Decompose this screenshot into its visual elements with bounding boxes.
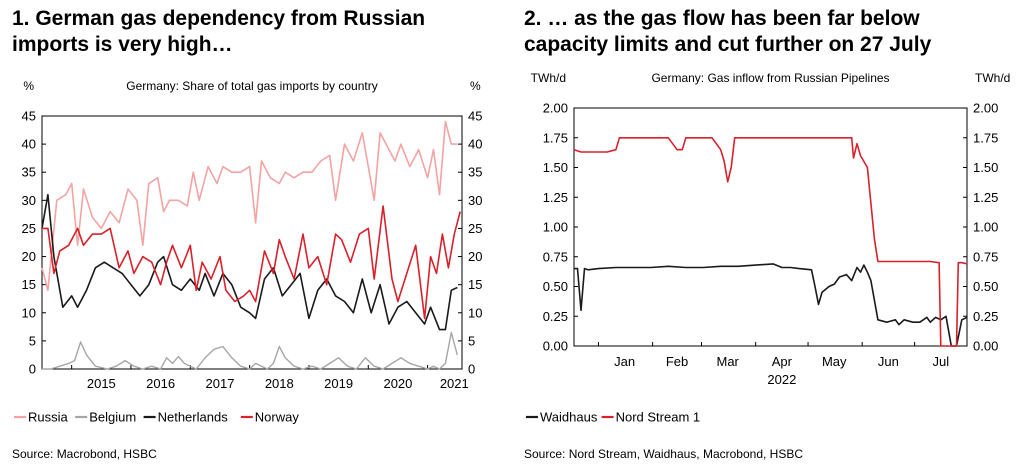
y-tick-label-right: 0.25 — [973, 309, 998, 324]
series-line-russia — [41, 120, 458, 292]
y-tick-label-left: 1.75 — [543, 130, 568, 145]
y-tick-label-left: 25 — [22, 221, 36, 236]
plot-frame — [573, 107, 968, 347]
y-tick-label-left: 1.00 — [543, 220, 568, 235]
y-tick-label-right: 1.50 — [973, 160, 998, 175]
x-tick-label: 2017 — [206, 376, 235, 391]
y-axis-unit-right: TWh/d — [975, 71, 1010, 85]
x-tick-label: 2021 — [440, 376, 469, 391]
y-tick-label-left: 15 — [22, 277, 36, 292]
chart-panel-russian-pipeline-inflow: 2. … as the gas flow has been far below … — [512, 0, 1024, 476]
series-line-nord-stream-1 — [573, 137, 968, 347]
y-axis-unit-left: TWh/d — [531, 71, 566, 85]
chart-svg-share-of-imports: Germany: Share of total gas imports by c… — [14, 79, 482, 425]
y-tick-label-left: 35 — [22, 165, 36, 180]
x-tick-label: 2020 — [383, 376, 412, 391]
y-tick-label-right: 0.50 — [973, 279, 998, 294]
panel-heading: 2. … as the gas flow has been far below … — [524, 6, 1019, 58]
y-tick-label-left: 0.50 — [543, 279, 568, 294]
y-tick-label-left: 1.25 — [543, 190, 568, 205]
x-tick-label-jul: Jul — [932, 354, 949, 369]
y-tick-label-right: 0.75 — [973, 249, 998, 264]
x-tick-label: 2019 — [324, 376, 353, 391]
y-tick-label-right: 0 — [468, 362, 475, 377]
series-line-netherlands — [41, 193, 458, 331]
x-axis-year-label: 2022 — [767, 372, 796, 387]
plot-frame — [41, 115, 463, 370]
x-tick-label-feb: Feb — [666, 354, 688, 369]
y-tick-label-left: 30 — [22, 193, 36, 208]
heading-line-1: 2. … as the gas flow has been far below — [524, 7, 920, 30]
legend-label-belgium: Belgium — [89, 410, 136, 425]
y-tick-label-left: 0 — [29, 362, 36, 377]
y-tick-label-right: 0.00 — [973, 339, 998, 354]
legend-label-netherlands: Netherlands — [158, 410, 229, 425]
x-tick-label: 2015 — [87, 376, 116, 391]
y-tick-label-left: 1.50 — [543, 160, 568, 175]
y-tick-label-right: 40 — [468, 137, 482, 152]
y-tick-label-left: 5 — [29, 333, 36, 348]
x-tick-label: 2018 — [265, 376, 294, 391]
y-tick-label-right: 1.75 — [973, 130, 998, 145]
y-tick-label-left: 10 — [22, 305, 36, 320]
chart-title: Germany: Share of total gas imports by c… — [126, 79, 377, 93]
source-note: Source: Macrobond, HSBC — [12, 447, 157, 461]
legend-label-nord-stream-1: Nord Stream 1 — [616, 410, 701, 425]
x-tick-label-jan: Jan — [614, 354, 635, 369]
chart-panel-share-of-imports: 1. German gas dependency from Russian im… — [12, 6, 507, 461]
chart-svg-russian-pipeline-inflow: Germany: Gas inflow from Russian Pipelin… — [526, 71, 1010, 425]
y-tick-label-left: 2.00 — [543, 101, 568, 116]
y-tick-label-right: 1.25 — [973, 190, 998, 205]
y-tick-label-right: 1.00 — [973, 220, 998, 235]
y-tick-label-right: 25 — [468, 221, 482, 236]
x-tick-label-jun: Jun — [878, 354, 899, 369]
source-note: Source: Nord Stream, Waidhaus, Macrobond… — [524, 447, 804, 461]
y-tick-label-left: 20 — [22, 249, 36, 264]
y-axis-unit-right: % — [470, 79, 481, 93]
heading-line-2: capacity limits and cut further on 27 Ju… — [524, 33, 932, 56]
y-tick-label-right: 30 — [468, 193, 482, 208]
heading-line-1: 1. German gas dependency from Russian — [12, 7, 426, 30]
x-tick-label: 2016 — [146, 376, 175, 391]
heading-line-2: imports is very high… — [12, 33, 233, 56]
y-axis-unit-left: % — [23, 79, 34, 93]
y-tick-label-right: 15 — [468, 277, 482, 292]
x-tick-label-apr: Apr — [772, 354, 793, 369]
legend-label-russia: Russia — [28, 410, 69, 425]
series-line-belgium — [42, 331, 458, 370]
legend-label-waidhaus: Waidhaus — [540, 410, 598, 425]
y-tick-label-right: 10 — [468, 305, 482, 320]
panel-heading: 1. German gas dependency from Russian im… — [12, 6, 507, 58]
y-tick-label-right: 35 — [468, 165, 482, 180]
y-tick-label-left: 40 — [22, 137, 36, 152]
x-tick-label-mar: Mar — [717, 354, 740, 369]
chart-title: Germany: Gas inflow from Russian Pipelin… — [651, 71, 889, 85]
series-line-waidhaus — [574, 263, 968, 347]
y-tick-label-right: 20 — [468, 249, 482, 264]
y-tick-label-left: 0.25 — [543, 309, 568, 324]
y-tick-label-right: 2.00 — [973, 101, 998, 116]
y-tick-label-left: 45 — [22, 109, 36, 124]
series-line-norway — [42, 205, 461, 320]
legend-label-norway: Norway — [255, 410, 300, 425]
y-tick-label-left: 0.00 — [543, 339, 568, 354]
y-tick-label-left: 0.75 — [543, 249, 568, 264]
y-tick-label-right: 5 — [468, 333, 475, 348]
y-tick-label-right: 45 — [468, 109, 482, 124]
x-tick-label-may: May — [822, 354, 847, 369]
